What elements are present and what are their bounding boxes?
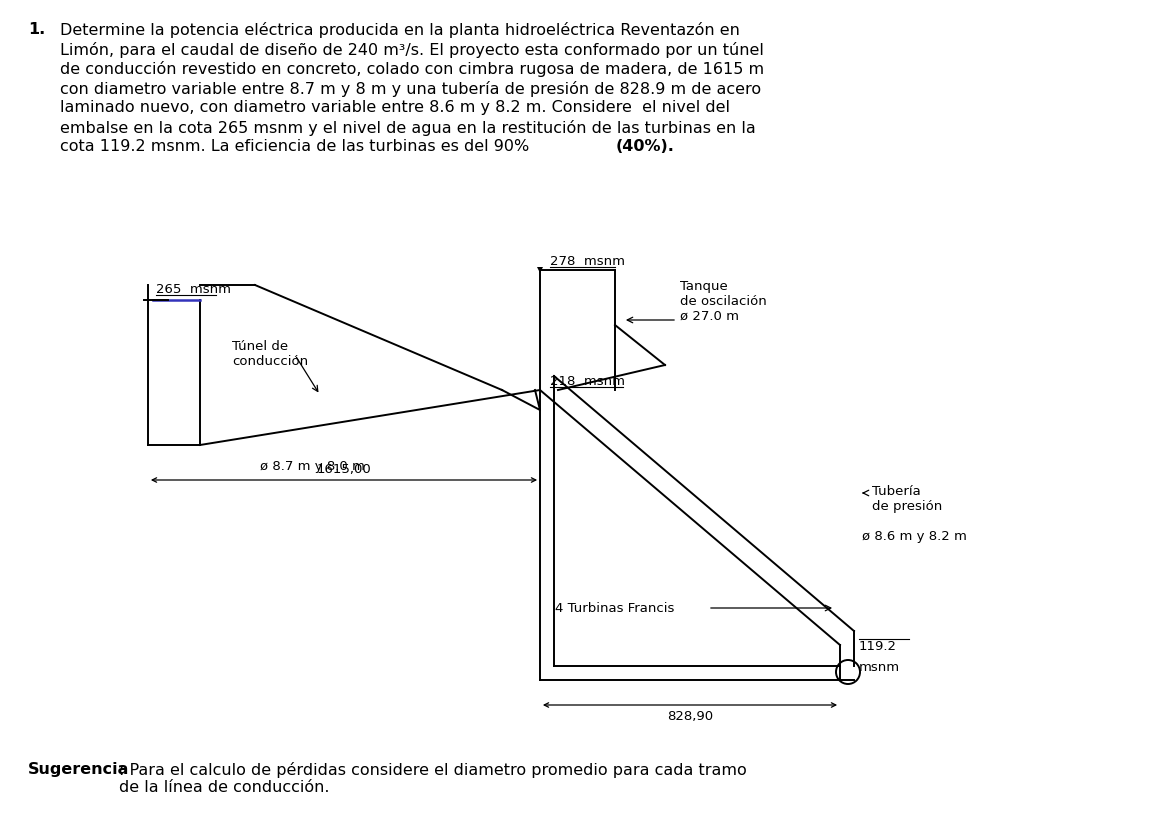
- Text: Limón, para el caudal de diseño de 240 m³/s. El proyecto esta conformado por un : Limón, para el caudal de diseño de 240 m…: [60, 41, 764, 58]
- Text: 278  msnm: 278 msnm: [550, 255, 625, 268]
- Text: ø 8.7 m y 8.0 m: ø 8.7 m y 8.0 m: [260, 460, 365, 473]
- Text: Sugerencia: Sugerencia: [28, 762, 129, 777]
- Text: ø 8.6 m y 8.2 m: ø 8.6 m y 8.2 m: [861, 530, 967, 543]
- Text: 265  msnm: 265 msnm: [156, 283, 231, 296]
- Text: : Para el calculo de pérdidas considere el diametro promedio para cada tramo
de : : Para el calculo de pérdidas considere …: [118, 762, 747, 795]
- Text: 4 Turbinas Francis: 4 Turbinas Francis: [555, 602, 675, 615]
- Text: (40%).: (40%).: [616, 139, 675, 154]
- Text: Túnel de
conducción: Túnel de conducción: [232, 340, 308, 368]
- Text: msnm: msnm: [859, 661, 900, 674]
- Text: 828,90: 828,90: [666, 710, 713, 723]
- Text: 1.: 1.: [28, 22, 45, 37]
- Text: Determine la potencia eléctrica producida en la planta hidroeléctrica Reventazón: Determine la potencia eléctrica producid…: [60, 22, 740, 38]
- Text: Tanque
de oscilación
ø 27.0 m: Tanque de oscilación ø 27.0 m: [680, 280, 766, 323]
- Text: cota 119.2 msnm. La eficiencia de las turbinas es del 90%: cota 119.2 msnm. La eficiencia de las tu…: [60, 139, 534, 154]
- Text: 119.2: 119.2: [859, 640, 897, 653]
- Text: laminado nuevo, con diametro variable entre 8.6 m y 8.2 m. Considere  el nivel d: laminado nuevo, con diametro variable en…: [60, 100, 730, 115]
- Text: embalse en la cota 265 msnm y el nivel de agua en la restitución de las turbinas: embalse en la cota 265 msnm y el nivel d…: [60, 119, 756, 136]
- Text: 218  msnm: 218 msnm: [550, 375, 625, 388]
- Text: Tubería
de presión: Tubería de presión: [872, 485, 943, 513]
- Text: 1615,00: 1615,00: [317, 463, 372, 476]
- Text: de conducción revestido en concreto, colado con cimbra rugosa de madera, de 1615: de conducción revestido en concreto, col…: [60, 61, 764, 77]
- Text: con diametro variable entre 8.7 m y 8 m y una tubería de presión de 828.9 m de a: con diametro variable entre 8.7 m y 8 m …: [60, 81, 762, 96]
